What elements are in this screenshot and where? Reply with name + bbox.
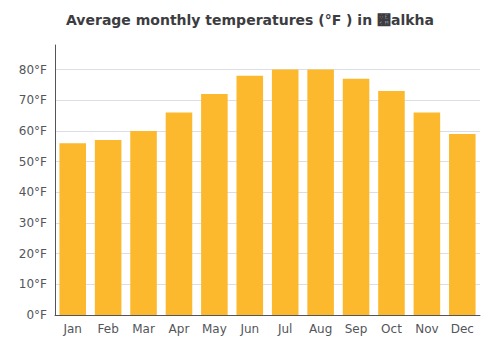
svg-text:70°F: 70°F <box>19 93 47 107</box>
svg-text:20°F: 20°F <box>19 247 47 261</box>
svg-text:10°F: 10°F <box>19 277 47 291</box>
svg-text:Oct: Oct <box>381 322 402 336</box>
svg-text:30°F: 30°F <box>19 216 47 230</box>
svg-text:Apr: Apr <box>169 322 190 336</box>
svg-text:Jul: Jul <box>277 322 292 336</box>
svg-text:Sep: Sep <box>345 322 368 336</box>
svg-text:40°F: 40°F <box>19 185 47 199</box>
svg-text:60°F: 60°F <box>19 124 47 138</box>
svg-text:May: May <box>202 322 227 336</box>
svg-text:Average monthly temperatures (: Average monthly temperatures (°F ) in ๪a… <box>66 12 434 28</box>
svg-text:Nov: Nov <box>415 322 438 336</box>
svg-text:0°F: 0°F <box>26 308 47 322</box>
svg-text:Jan: Jan <box>62 322 82 336</box>
svg-text:Mar: Mar <box>132 322 155 336</box>
svg-text:Feb: Feb <box>98 322 119 336</box>
svg-text:80°F: 80°F <box>19 63 47 77</box>
svg-text:Aug: Aug <box>309 322 332 336</box>
svg-text:Dec: Dec <box>451 322 474 336</box>
svg-text:Jun: Jun <box>239 322 259 336</box>
svg-text:50°F: 50°F <box>19 155 47 169</box>
